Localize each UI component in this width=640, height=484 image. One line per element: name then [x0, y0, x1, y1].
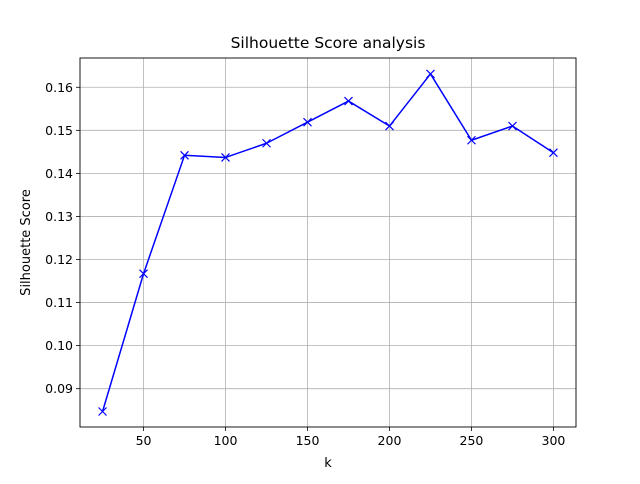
- y-tick-label: 0.09: [45, 381, 73, 396]
- x-tick-label: 100: [214, 433, 238, 448]
- plot-area-frame: [79, 57, 577, 428]
- x-tick-label: 250: [460, 433, 484, 448]
- x-tick-label: 150: [296, 433, 320, 448]
- data-point-marker: [221, 153, 230, 162]
- x-tick-label: 200: [378, 433, 402, 448]
- data-point-marker: [385, 121, 394, 131]
- data-point-marker: [180, 150, 189, 160]
- y-tick-label: 0.16: [45, 80, 73, 95]
- y-tick-label: 0.13: [45, 209, 73, 224]
- x-tick-label: 300: [542, 433, 566, 448]
- data-point-marker: [508, 121, 517, 131]
- y-tick-label: 0.11: [45, 295, 73, 310]
- data-point-marker: [426, 69, 435, 79]
- data-point-marker: [303, 117, 312, 127]
- y-tick-label: 0.10: [45, 338, 73, 353]
- data-point-marker: [549, 148, 558, 158]
- x-tick-label: 50: [136, 433, 152, 448]
- data-point-marker: [98, 407, 107, 416]
- series-layer: [98, 69, 558, 416]
- data-point-marker: [467, 135, 476, 145]
- x-axis-label: k: [324, 456, 332, 471]
- y-axis-label: Silhouette Score: [19, 189, 34, 296]
- chart-title: Silhouette Score analysis: [231, 34, 426, 52]
- y-tick-label: 0.14: [45, 166, 73, 181]
- axis-ticks: 50 100 150 200 250 300 0.09 0.10 0.11 0.12 0.13 0.1…: [45, 80, 565, 448]
- y-tick-label: 0.12: [45, 252, 73, 267]
- data-point-marker: [344, 96, 353, 106]
- y-tick-label: 0.15: [45, 123, 73, 138]
- data-point-marker: [139, 269, 148, 279]
- series-line: [101, 73, 554, 412]
- data-point-marker: [262, 138, 271, 148]
